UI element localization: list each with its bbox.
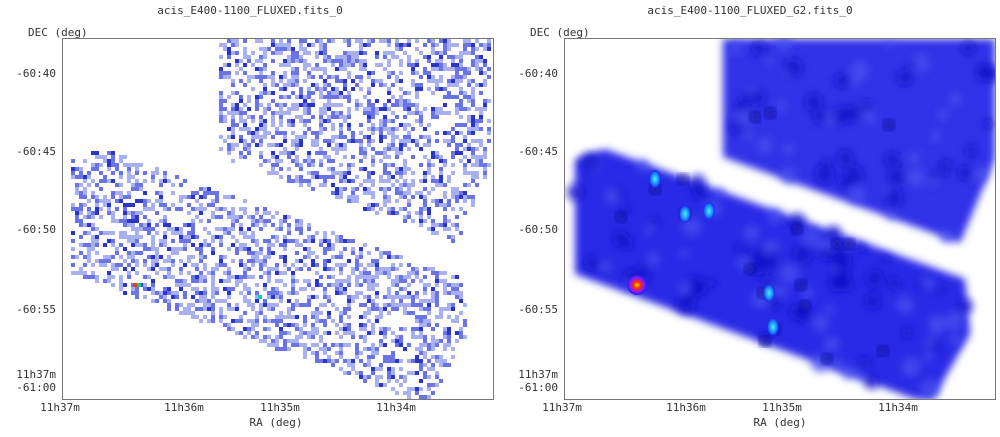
source-pixel [258,295,262,299]
faint-source [745,264,755,274]
left-sky-image [71,39,491,399]
moderate-source [679,205,691,223]
right-y-tick: -60:55 [518,303,558,316]
faint-source [760,336,770,346]
left-noise-pixels [71,39,491,399]
lower-chip-field [575,149,970,399]
faint-source [750,112,760,122]
left-image-title: acis_E400-1100_FLUXED.fits_0 [157,4,343,17]
right-x-tick: 11h34m [878,401,918,414]
faint-source [832,239,842,249]
left-y-tick: -61:00 [16,381,56,394]
left-y-axis-label: DEC (deg) [28,26,88,39]
right-y-tick: -60:50 [518,223,558,236]
left-x-tick: 11h37m [40,401,80,414]
upper-chip-field [723,39,995,243]
left-image-frame[interactable] [62,38,494,400]
right-y-tick: -60:40 [518,67,558,80]
right-y-axis-label: DEC (deg) [530,26,590,39]
right-image-panel: acis_E400-1100_FLUXED_G2.fits_0 DEC (deg… [500,0,1000,437]
faint-source [796,280,806,290]
left-y-tick: 11h37m [16,368,56,381]
right-y-tick: -60:45 [518,145,558,158]
right-y-tick: 11h37m [518,368,558,381]
right-x-axis-label: RA (deg) [753,416,807,429]
left-x-tick: 11h35m [260,401,300,414]
right-x-tick: 11h37m [542,401,582,414]
right-x-tick: 11h35m [762,401,802,414]
left-x-axis-label: RA (deg) [249,416,303,429]
left-image-panel: acis_E400-1100_FLUXED.fits_0 DEC (deg) -… [16,4,494,429]
right-sky-image [566,39,995,399]
moderate-source [767,318,779,336]
left-x-tick: 11h34m [376,401,416,414]
faint-source [844,239,854,249]
right-x-tick: 11h36m [666,401,706,414]
faint-source [800,301,810,311]
left-y-tick: -60:50 [16,223,56,236]
left-x-tick: 11h36m [164,401,204,414]
right-image-frame[interactable] [564,38,996,400]
source-pixel [137,283,141,287]
right-image-title: acis_E400-1100_FLUXED_G2.fits_0 [647,4,853,17]
faint-source [765,108,775,118]
bright-source [627,275,647,295]
moderate-source [763,284,775,302]
faint-source [616,212,626,222]
faint-source [792,224,802,234]
left-y-tick: -60:55 [16,303,56,316]
moderate-source [649,170,661,188]
left-y-tick: -60:40 [16,67,56,80]
source-pixel [133,283,137,287]
faint-source [884,120,894,130]
faint-source [822,354,832,364]
moderate-source [703,202,715,220]
faint-source [678,174,688,184]
right-y-tick: -61:00 [518,381,558,394]
faint-source [878,346,888,356]
left-y-tick: -60:45 [16,145,56,158]
